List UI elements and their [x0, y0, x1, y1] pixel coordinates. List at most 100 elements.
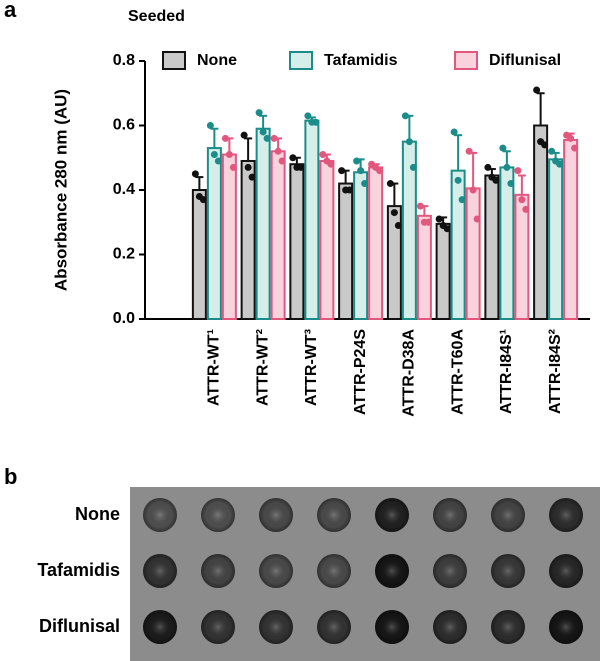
data-point [206, 122, 214, 129]
legend-swatch [454, 51, 478, 70]
blot-dot-shade [375, 498, 409, 532]
bar [548, 158, 564, 320]
bar [191, 189, 207, 320]
data-point [518, 196, 526, 204]
data-point [435, 215, 443, 223]
data-point [473, 215, 481, 223]
blot-dot-shade [317, 498, 351, 532]
data-point [263, 134, 271, 142]
data-point [465, 147, 473, 155]
data-point [289, 154, 297, 162]
data-point [274, 147, 282, 155]
x-tick-label: ATTR-D38A [401, 329, 418, 417]
data-point [240, 131, 248, 139]
data-point [443, 225, 451, 233]
data-point [304, 112, 312, 120]
data-point [248, 173, 256, 181]
blot-row-label: Diflunisal [39, 616, 120, 636]
bar [221, 153, 237, 320]
data-point [548, 147, 556, 155]
legend-label: Diflunisal [489, 52, 561, 69]
data-point [571, 144, 579, 152]
blot-dot-shade [375, 554, 409, 588]
blot-dot-shade [491, 498, 525, 532]
data-point [210, 151, 218, 159]
legend-swatch [162, 51, 186, 70]
blot-membrane [130, 487, 600, 661]
data-point [244, 163, 252, 171]
bar [484, 174, 500, 320]
data-point [484, 163, 492, 171]
blot-dot-shade [549, 554, 583, 588]
blot [143, 498, 583, 644]
data-point [376, 167, 384, 175]
data-point [514, 167, 522, 175]
x-tick-label: ATTR-P24S [352, 329, 369, 415]
data-point [416, 202, 424, 210]
data-point [191, 170, 199, 178]
data-point [312, 118, 320, 126]
data-point [221, 134, 229, 142]
blot-row-label: None [75, 504, 120, 524]
blot-dot-shade [317, 554, 351, 588]
data-point [327, 160, 335, 168]
x-tick-label: ATTR-WT² [254, 329, 271, 406]
bar [338, 182, 354, 320]
y-tick-label: 0.2 [113, 246, 135, 263]
data-point [541, 141, 549, 149]
data-point [503, 163, 511, 171]
blot-dot-shade [433, 610, 467, 644]
x-tick-label: ATTR-I84S² [547, 329, 564, 414]
data-point [469, 186, 477, 194]
data-point [450, 128, 458, 136]
bar [270, 150, 286, 320]
blot-dot-shade [259, 498, 293, 532]
bar [240, 159, 256, 320]
bar [514, 193, 530, 320]
data-point [357, 167, 365, 175]
data-point [522, 205, 530, 213]
x-tick-label: ATTR-I84S¹ [498, 329, 515, 414]
blot-dot-shade [317, 610, 351, 644]
x-tick-label: ATTR-WT³ [303, 329, 320, 406]
data-point [394, 221, 402, 229]
data-point [454, 176, 462, 184]
legend-label: None [197, 52, 237, 69]
y-tick-label: 0.0 [113, 310, 135, 327]
bar [304, 119, 320, 320]
legend-label: Tafamidis [324, 52, 398, 69]
data-point [499, 144, 507, 152]
bar [563, 139, 579, 320]
data-point [458, 196, 466, 204]
data-point [492, 176, 500, 184]
data-point [297, 163, 305, 171]
x-tick-label: ATTR-WT¹ [206, 329, 223, 406]
data-point [270, 134, 278, 142]
blot-dot-shade [433, 554, 467, 588]
bar [206, 147, 222, 320]
bar [255, 127, 271, 320]
blot-dot-shade [375, 610, 409, 644]
data-point [424, 218, 432, 226]
panel-label: b [4, 464, 17, 489]
data-point [556, 160, 564, 168]
blot-dot-shade [549, 498, 583, 532]
data-point [229, 163, 237, 171]
bar [435, 222, 451, 320]
data-point [405, 138, 413, 146]
y-tick-label: 0.6 [113, 117, 135, 134]
blot-dot-shade [491, 610, 525, 644]
data-point [533, 86, 541, 94]
bar [319, 159, 335, 320]
chart-title: Seeded [128, 8, 185, 25]
data-point [507, 180, 515, 188]
data-point [567, 134, 575, 142]
blot-dot-shade [259, 554, 293, 588]
blot-dot-shade [259, 610, 293, 644]
blot-dot-shade [143, 498, 177, 532]
data-point [338, 167, 346, 175]
data-point [214, 157, 222, 165]
x-tick-label: ATTR-T60A [449, 329, 466, 415]
legend-swatch [289, 51, 313, 70]
